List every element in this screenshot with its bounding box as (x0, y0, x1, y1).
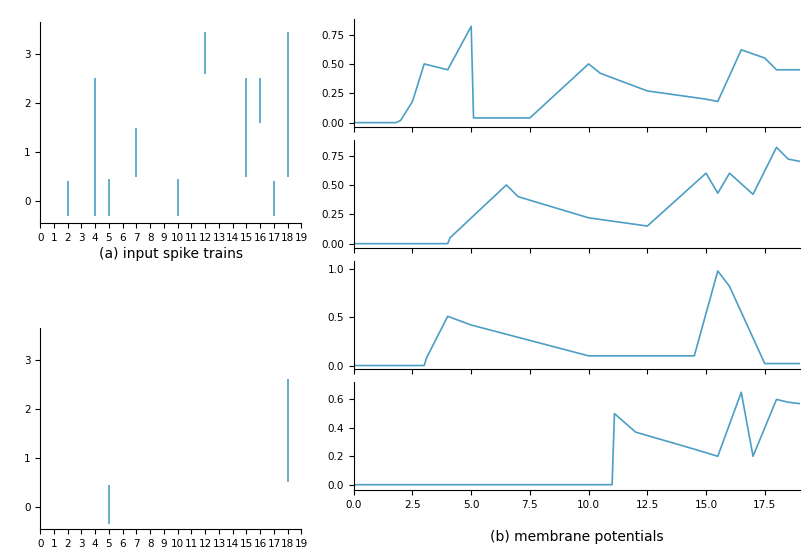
X-axis label: (a) input spike trains: (a) input spike trains (99, 247, 243, 261)
X-axis label: (b) membrane potentials: (b) membrane potentials (490, 530, 662, 543)
